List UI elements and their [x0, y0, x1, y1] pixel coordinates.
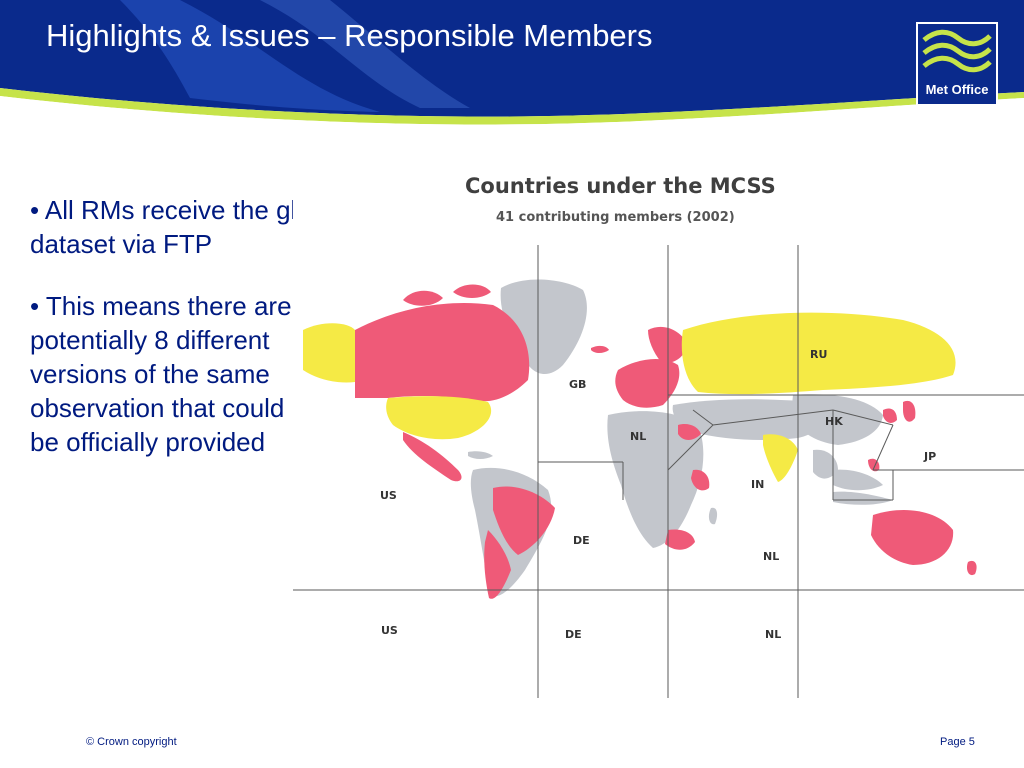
- region-label-de-middle: DE: [573, 534, 590, 547]
- world-map-graphic: [293, 245, 1024, 698]
- page-number: Page 5: [940, 736, 975, 748]
- logo-text: Met Office: [925, 82, 989, 97]
- region-label-nl-middle: NL: [763, 550, 780, 563]
- region-label-in: IN: [751, 478, 765, 491]
- region-label-de-bottom: DE: [565, 628, 582, 641]
- region-label-nl-bottom: NL: [765, 628, 782, 641]
- bullet-item: • All RMs receive the global dataset via…: [30, 195, 346, 259]
- map-title: Countries under the MCSS: [465, 174, 776, 198]
- copyright-text: © Crown copyright: [86, 736, 177, 748]
- region-label-us-bottom: US: [381, 624, 398, 637]
- region-label-jp: JP: [924, 450, 937, 463]
- region-label-us-middle: US: [380, 489, 397, 502]
- region-label-hk: HK: [825, 415, 843, 428]
- bullet-list: • All RMs receive the global dataset via…: [30, 193, 385, 487]
- met-office-logo: Met Office: [916, 22, 998, 106]
- bullet-item: • This means there are potentially 8 dif…: [30, 291, 292, 457]
- map-subtitle: 41 contributing members (2002): [496, 210, 735, 225]
- region-label-ru: RU: [810, 348, 828, 361]
- region-label-nl-africa: NL: [630, 430, 647, 443]
- header-wave-graphic: [0, 0, 1024, 135]
- region-label-gb: GB: [569, 378, 587, 391]
- page-title: Highlights & Issues – Responsible Member…: [46, 18, 653, 53]
- wave-logo-icon: [922, 29, 992, 73]
- world-map-figure: Countries under the MCSS 41 contributing…: [293, 170, 1024, 698]
- header-banner: Highlights & Issues – Responsible Member…: [0, 0, 1024, 135]
